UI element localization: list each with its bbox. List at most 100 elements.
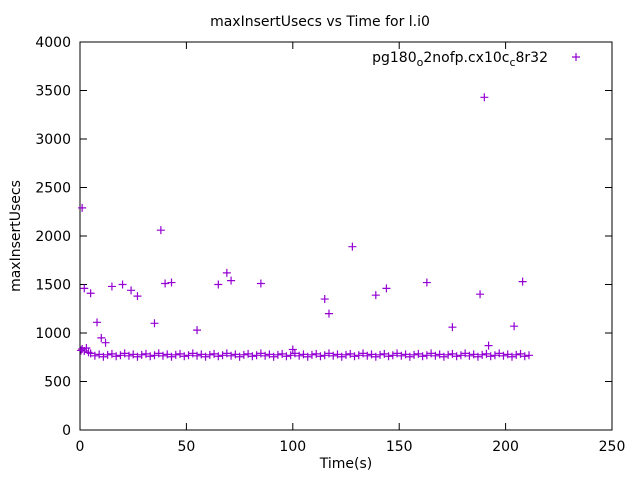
data-point-marker xyxy=(227,276,236,285)
data-point-marker xyxy=(188,349,197,358)
data-point-marker xyxy=(214,280,223,289)
data-point-marker xyxy=(227,351,236,360)
data-point-marker xyxy=(452,352,461,361)
data-point-marker xyxy=(193,326,202,335)
x-tick-label: 0 xyxy=(76,439,85,455)
data-point-marker xyxy=(516,349,525,358)
y-tick-label: 1500 xyxy=(35,278,71,294)
data-point-marker xyxy=(252,351,261,360)
data-point-marker xyxy=(261,351,270,360)
data-point-marker xyxy=(439,352,448,361)
y-tick-label: 500 xyxy=(44,375,71,391)
y-tick-label: 2500 xyxy=(35,181,71,197)
data-point-marker xyxy=(414,349,423,358)
data-point-marker xyxy=(382,284,391,293)
x-axis-label: Time(s) xyxy=(319,456,372,472)
data-point-marker xyxy=(473,352,482,361)
data-point-marker xyxy=(161,279,170,288)
data-point-marker xyxy=(422,351,431,360)
data-point-marker xyxy=(303,352,312,361)
x-tick-label: 250 xyxy=(599,439,626,455)
data-point-marker xyxy=(133,292,142,301)
data-point-marker xyxy=(101,338,110,347)
data-point-marker xyxy=(171,350,180,359)
data-point-marker xyxy=(150,319,159,328)
data-point-marker xyxy=(231,350,240,359)
data-point-marker xyxy=(239,350,248,359)
data-point-marker xyxy=(273,350,282,359)
data-point-marker xyxy=(484,341,493,350)
data-point-marker xyxy=(376,350,385,359)
x-tick-label: 150 xyxy=(386,439,413,455)
data-point-marker xyxy=(78,203,87,212)
data-point-marker xyxy=(150,351,159,360)
data-point-marker xyxy=(510,322,519,331)
data-point-marker xyxy=(461,349,470,358)
data-point-marker xyxy=(418,352,427,361)
data-point-marker xyxy=(320,295,329,304)
data-point-marker xyxy=(363,351,372,360)
data-point-marker xyxy=(214,352,223,361)
data-point-marker xyxy=(286,351,295,360)
data-point-marker xyxy=(572,53,580,61)
data-point-marker xyxy=(410,350,419,359)
data-point-marker xyxy=(112,352,121,361)
data-points xyxy=(77,93,534,361)
data-point-marker xyxy=(93,318,102,327)
data-point-marker xyxy=(324,349,333,358)
data-point-marker xyxy=(256,279,265,288)
data-point-marker xyxy=(320,351,329,360)
data-point-marker xyxy=(197,350,206,359)
data-point-marker xyxy=(380,349,389,358)
data-point-marker xyxy=(133,352,142,361)
data-point-marker xyxy=(107,282,116,291)
data-point-marker xyxy=(82,344,91,353)
data-point-marker xyxy=(86,289,95,298)
data-point-marker xyxy=(478,350,487,359)
data-point-marker xyxy=(384,352,393,361)
data-point-marker xyxy=(137,350,146,359)
data-point-marker xyxy=(444,350,453,359)
data-point-marker xyxy=(427,349,436,358)
y-axis-label: maxInsertUsecs xyxy=(8,180,24,292)
data-point-marker xyxy=(465,351,474,360)
data-point-marker xyxy=(405,352,414,361)
data-point-marker xyxy=(278,349,287,358)
data-point-marker xyxy=(354,351,363,360)
data-point-marker xyxy=(80,284,89,293)
y-tick-label: 3500 xyxy=(35,84,71,100)
data-point-marker xyxy=(388,351,397,360)
data-point-marker xyxy=(520,352,529,361)
data-point-marker xyxy=(129,350,138,359)
data-point-marker xyxy=(127,286,136,295)
y-tick-label: 2000 xyxy=(35,229,71,245)
data-point-marker xyxy=(218,351,227,360)
data-point-marker xyxy=(518,277,527,286)
data-point-marker xyxy=(431,351,440,360)
y-tick-label: 1000 xyxy=(35,326,71,342)
data-point-marker xyxy=(193,351,202,360)
data-point-marker xyxy=(265,350,274,359)
data-point-marker xyxy=(248,352,257,361)
data-point-marker xyxy=(256,349,265,358)
data-point-marker xyxy=(103,350,112,359)
data-point-marker xyxy=(95,350,104,359)
y-tick-label: 0 xyxy=(62,423,71,439)
data-point-marker xyxy=(312,349,321,358)
data-point-marker xyxy=(342,350,350,359)
data-point-marker xyxy=(348,242,357,251)
data-point-marker xyxy=(97,333,106,342)
data-point-marker xyxy=(86,349,95,358)
x-tick-label: 50 xyxy=(177,439,195,455)
data-point-marker xyxy=(163,350,172,359)
data-point-marker xyxy=(359,349,368,358)
data-point-marker xyxy=(371,291,380,300)
data-point-marker xyxy=(503,350,512,359)
data-point-marker xyxy=(469,350,478,359)
data-point-marker xyxy=(222,268,231,277)
x-tick-label: 100 xyxy=(279,439,306,455)
data-point-marker xyxy=(422,278,431,287)
data-point-marker xyxy=(244,349,253,358)
y-tick-label: 4000 xyxy=(35,35,71,51)
